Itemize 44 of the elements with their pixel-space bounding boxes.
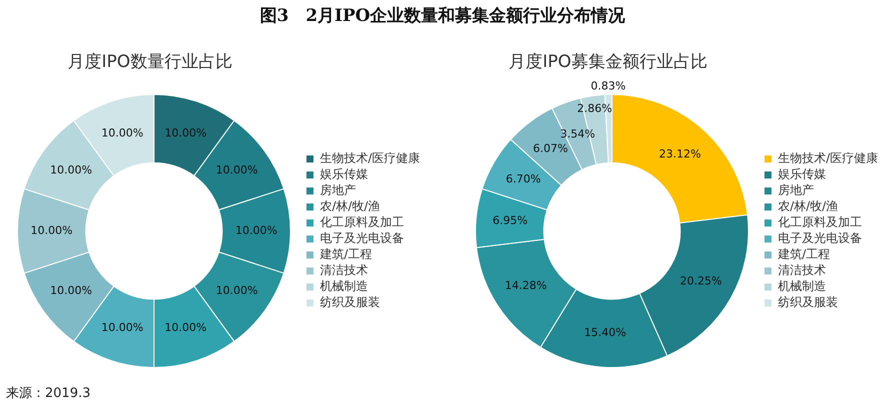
- data-label: 3.54%: [560, 127, 596, 140]
- legend-label: 电子及光电设备: [778, 231, 862, 246]
- legend-label: 化工原料及加工: [778, 215, 862, 230]
- data-label: 0.83%: [590, 79, 626, 92]
- legend-label: 纺织及服装: [778, 295, 838, 310]
- data-label: 10.00%: [216, 284, 258, 298]
- data-label: 10.00%: [235, 224, 278, 237]
- legend-label: 机械制造: [778, 279, 826, 294]
- data-label: 10.00%: [101, 321, 144, 334]
- legend-label: 化工原料及加工: [320, 215, 404, 230]
- legend-label: 房地产: [778, 183, 814, 198]
- data-label: 10.00%: [164, 126, 207, 140]
- legend-label: 机械制造: [320, 279, 368, 294]
- legend-label: 农/林/牧/渔: [320, 199, 380, 214]
- chart-title: 月度IPO募集金额行业占比: [508, 51, 708, 73]
- source-note: 来源：2019.3: [6, 385, 90, 402]
- legend-label: 清洁技术: [778, 263, 826, 278]
- legend-label: 生物技术/医疗健康: [320, 151, 420, 166]
- chart-subtitle: 月度IPO数量行业占比: [66, 51, 234, 73]
- data-label: 10.00%: [30, 224, 73, 237]
- legend-label: 农/林/牧/渔: [778, 199, 838, 214]
- data-label: 23.12%: [658, 147, 701, 160]
- data-label: 15.40%: [584, 326, 626, 340]
- legend-label: 建筑/工程: [318, 247, 372, 262]
- legend-label: 清洁技术: [320, 263, 368, 278]
- legend-label: 纺织及服装: [320, 295, 380, 310]
- legend-label: 娱乐传媒: [778, 167, 826, 182]
- data-label: 6.07%: [532, 142, 568, 156]
- data-label: 10.00%: [50, 284, 92, 298]
- data-label: 10.00%: [216, 164, 258, 177]
- data-label: 10.00%: [164, 321, 207, 334]
- data-label: 6.70%: [506, 172, 541, 186]
- legend-label: 电子及光电设备: [320, 231, 404, 246]
- data-label: 6.95%: [492, 214, 528, 228]
- data-label: 20.25%: [680, 274, 722, 288]
- data-label: 2.86%: [577, 102, 612, 116]
- legend-label: 生物技术/医疗健康: [778, 151, 878, 166]
- legend-label: 娱乐传媒: [320, 167, 368, 182]
- legend-label: 房地产: [320, 183, 356, 198]
- data-label: 14.28%: [504, 279, 547, 292]
- data-label: 10.00%: [101, 126, 144, 140]
- data-label: 10.00%: [50, 164, 92, 177]
- chart-title: 图3 2月IPO企业数量和募集金额行业分布情况: [258, 5, 626, 27]
- legend-label: 建筑/工程: [776, 247, 830, 262]
